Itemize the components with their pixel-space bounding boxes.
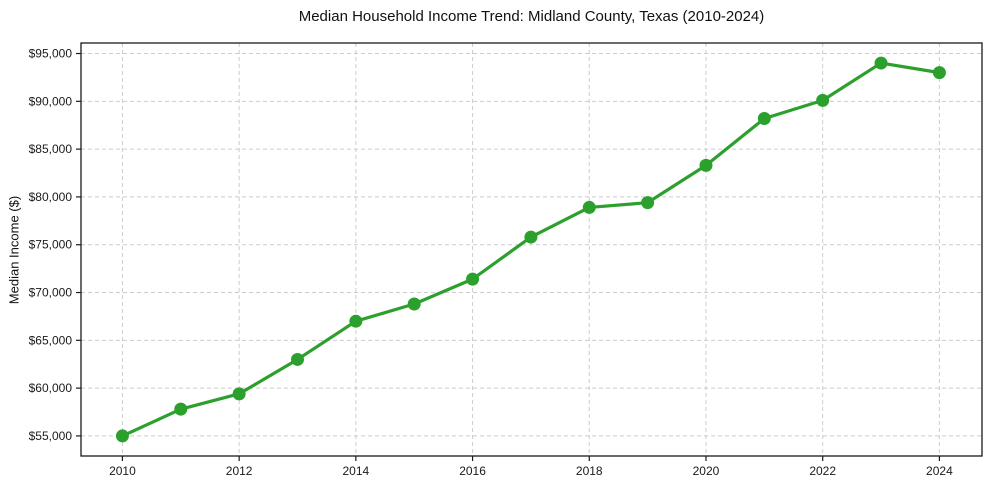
plot-border: [80, 42, 983, 457]
data-point: [174, 402, 188, 416]
x-tick-label: 2012: [226, 464, 253, 478]
y-tick-label: $80,000: [29, 190, 73, 204]
data-point: [407, 297, 421, 311]
data-point: [699, 158, 713, 172]
x-tick-label: 2018: [576, 464, 603, 478]
y-tick-label: $85,000: [29, 142, 73, 156]
x-tick-label: 2010: [109, 464, 136, 478]
y-tick-label: $90,000: [29, 94, 73, 108]
x-tick-label: 2014: [343, 464, 370, 478]
data-point: [349, 314, 363, 328]
y-tick-label: $55,000: [29, 429, 73, 443]
x-tick-label: 2020: [693, 464, 720, 478]
chart-title: Median Household Income Trend: Midland C…: [298, 8, 765, 25]
data-point: [290, 352, 304, 366]
y-tick-label: $65,000: [29, 333, 73, 347]
data-point: [115, 429, 129, 443]
data-point: [757, 112, 771, 126]
data-point: [874, 56, 888, 70]
x-tick-label: 2022: [809, 464, 836, 478]
y-tick-label: $75,000: [29, 238, 73, 252]
x-tick-label: 2016: [459, 464, 486, 478]
y-tick-label: $95,000: [29, 47, 73, 61]
data-point: [466, 272, 480, 286]
data-point: [641, 196, 655, 210]
data-point: [582, 200, 596, 214]
y-tick-label: $70,000: [29, 286, 73, 300]
y-axis-label: Median Income ($): [6, 195, 22, 305]
data-point: [932, 66, 946, 80]
data-point: [816, 93, 830, 107]
income-trend-line: [120, 61, 942, 438]
data-point: [524, 230, 538, 244]
y-tick-label: $60,000: [29, 381, 73, 395]
data-point: [232, 387, 246, 401]
x-tick-label: 2024: [926, 464, 953, 478]
